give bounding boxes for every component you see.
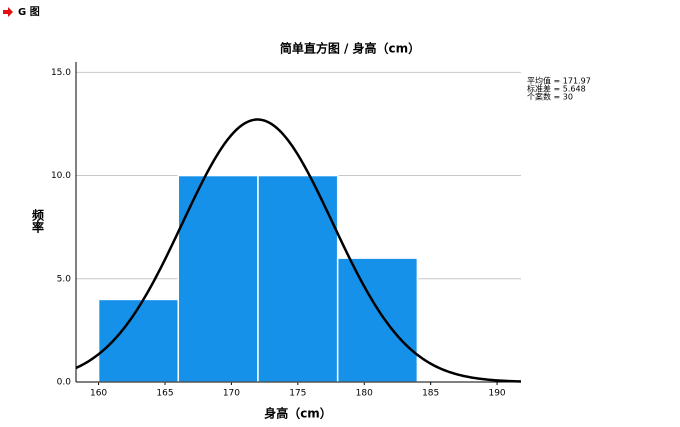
header-title: G 图: [18, 6, 40, 18]
x-axis-label: 身高（cm）: [264, 406, 332, 421]
stats-box: 平均值 = 171.97 标准差 = 5.648 个案数 = 30: [527, 76, 591, 102]
stat-sd: 标准差 = 5.648: [527, 84, 586, 94]
x-tick-label: 170: [223, 389, 240, 399]
bar: [97, 298, 180, 383]
y-tick-label: 15.0: [51, 68, 71, 78]
y-tick-label: 5.0: [57, 274, 72, 284]
x-tick-label: 160: [90, 389, 107, 399]
x-tick-label: 180: [356, 389, 373, 399]
normal-curve: [75, 118, 522, 383]
chart-title: 简单直方图 / 身高（cm）: [280, 41, 420, 56]
y-axis-label: 频率: [31, 208, 45, 234]
y-tick-label: 0.0: [57, 378, 72, 388]
x-tick-label: 190: [488, 389, 505, 399]
header-arrow: [3, 7, 13, 17]
bar: [336, 257, 419, 383]
x-tick-label: 165: [156, 389, 173, 399]
stat-n: 个案数 = 30: [527, 92, 573, 102]
x-tick-label: 185: [422, 389, 439, 399]
x-tick-label: 175: [289, 389, 306, 399]
y-tick-label: 10.0: [51, 171, 71, 181]
stat-mean: 平均值 = 171.97: [527, 76, 591, 86]
bar: [177, 174, 259, 383]
